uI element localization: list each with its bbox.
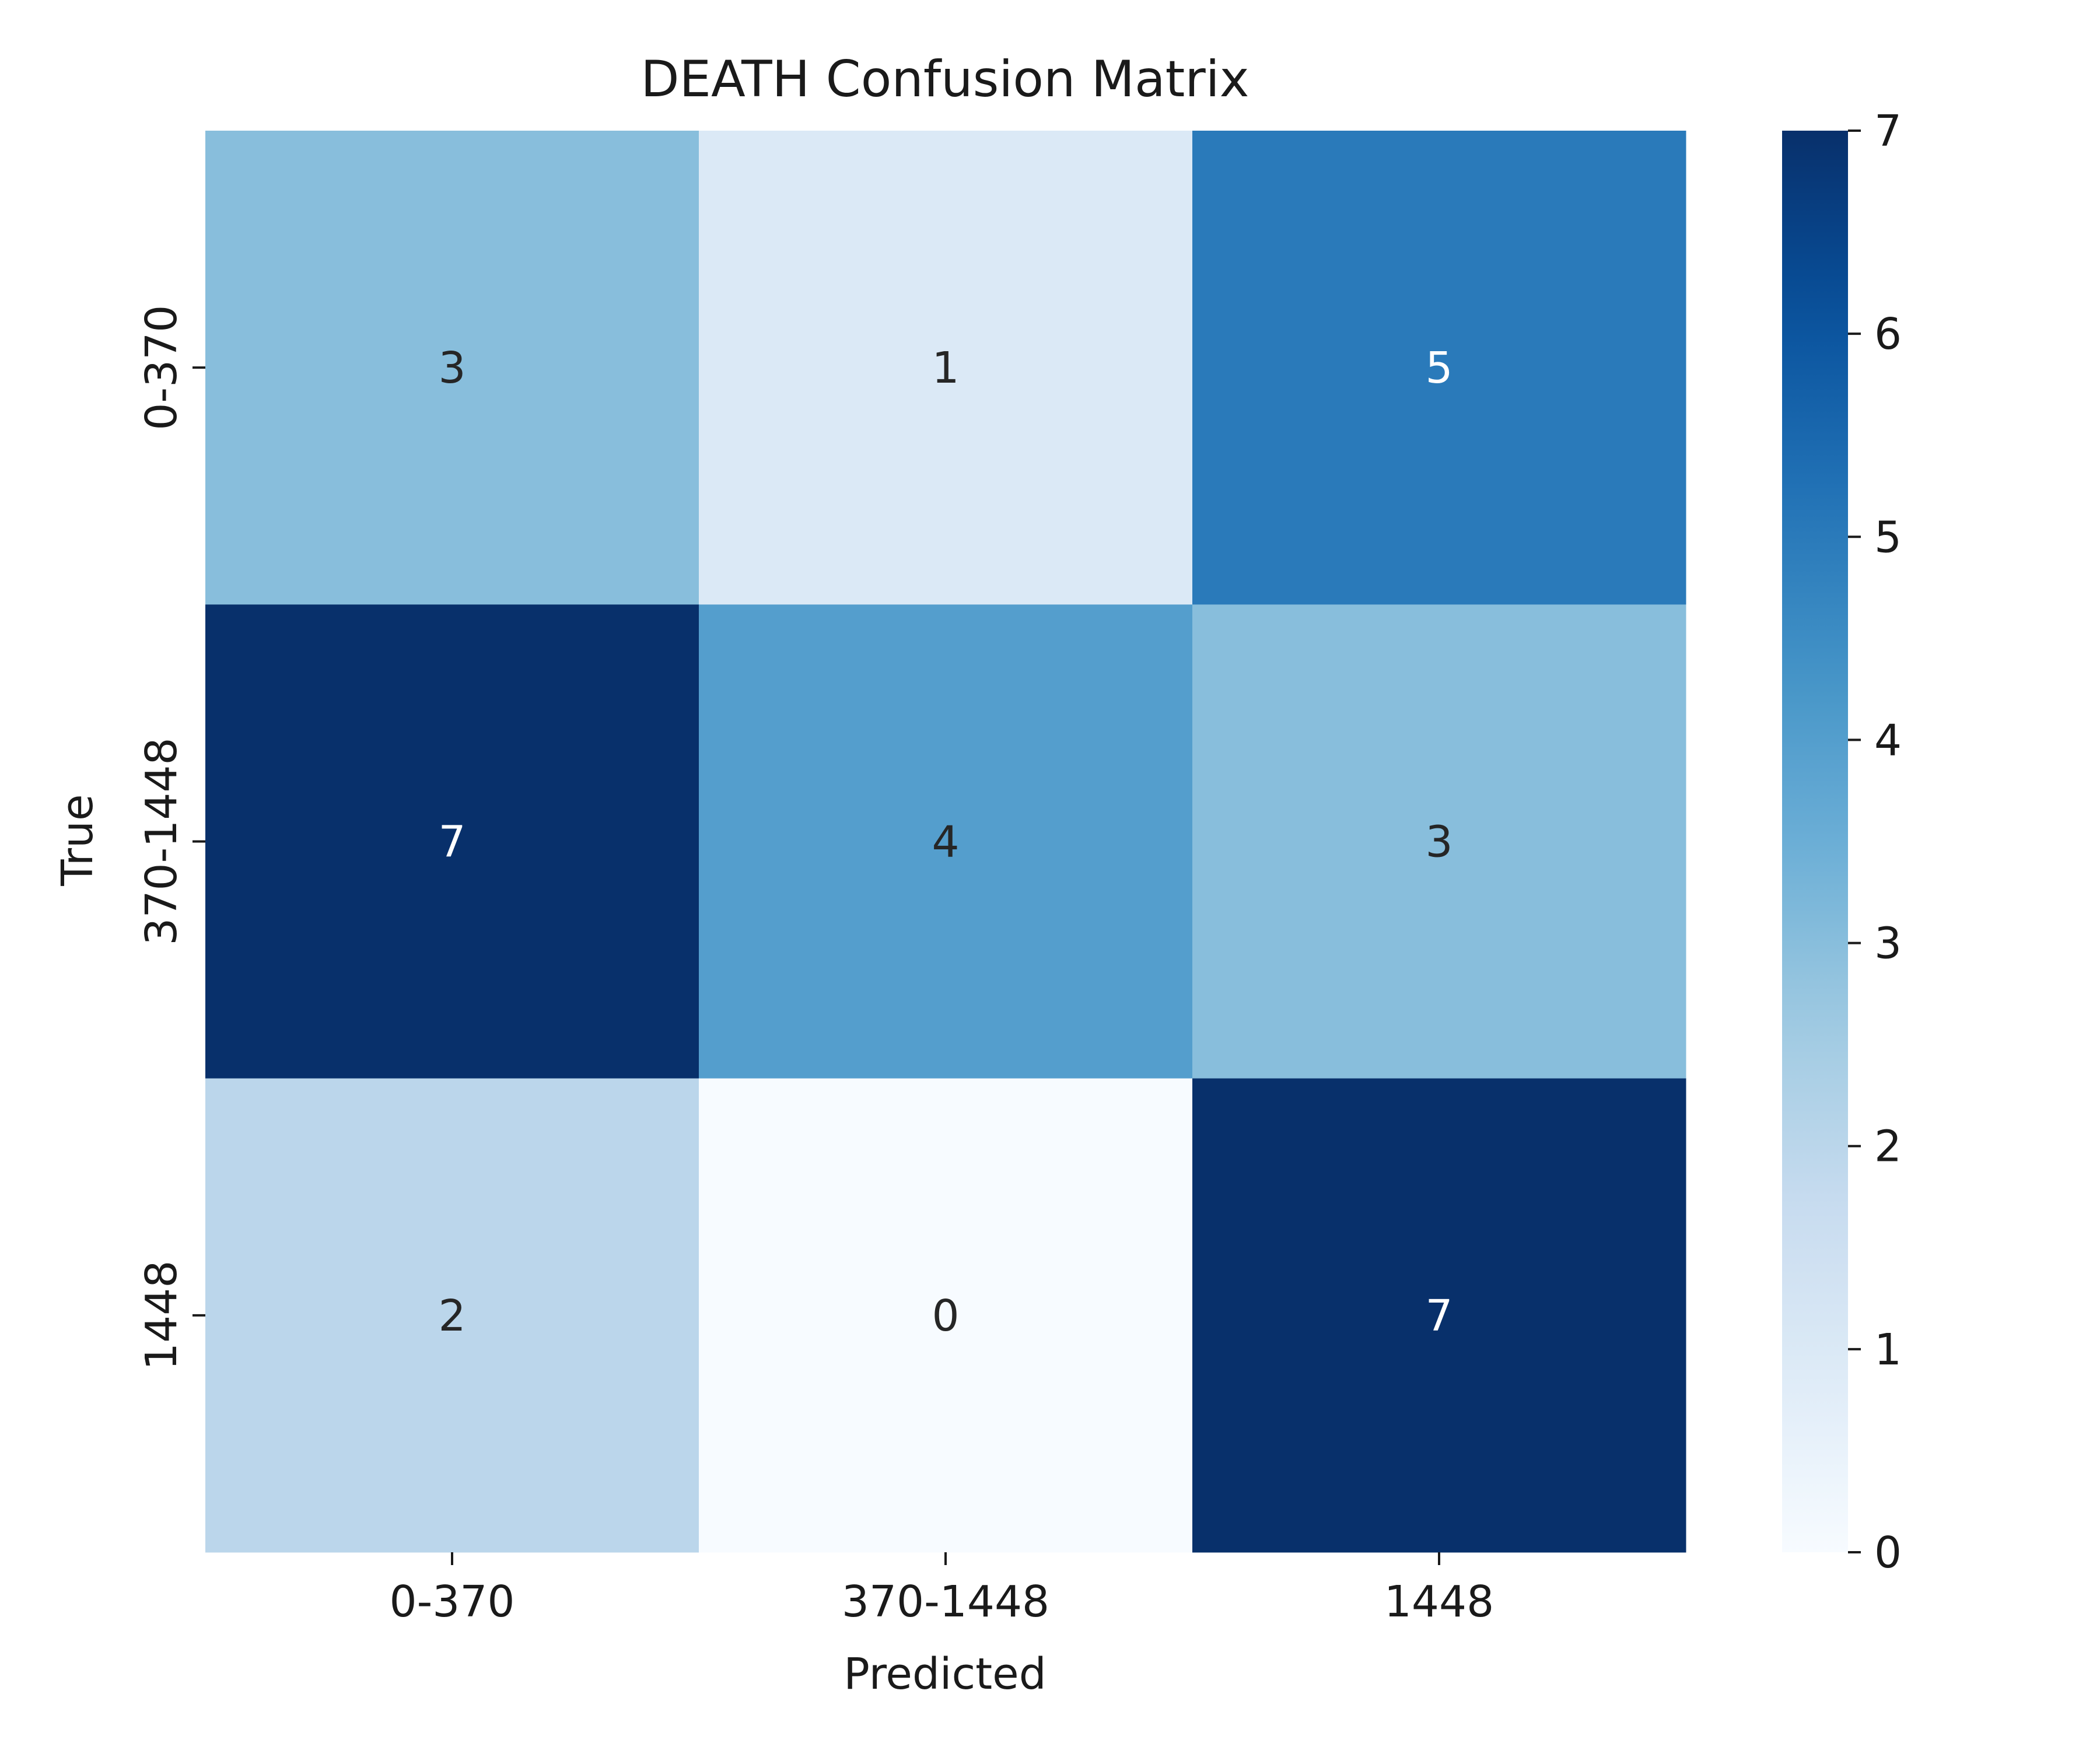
cell-value-label: 3 (1425, 817, 1452, 867)
colorbar-tick-label: 0 (1874, 1528, 1902, 1578)
cell-value-labels: 3 1 5 7 4 3 2 0 7 (438, 343, 1452, 1341)
colorbar-tick-label: 1 (1874, 1325, 1902, 1375)
cell-value-label: 5 (1425, 343, 1452, 393)
heatmap-cell (699, 604, 1193, 1079)
heatmap-cell (205, 131, 699, 605)
colorbar-tick-label: 2 (1874, 1122, 1902, 1172)
y-tick-label: 370-1448 (136, 737, 187, 945)
colorbar-tick-label: 5 (1874, 512, 1902, 562)
heatmap-cell (699, 1078, 1193, 1553)
cell-value-label: 2 (438, 1291, 466, 1341)
cell-value-label: 1 (932, 343, 959, 393)
cell-value-label: 7 (438, 817, 466, 867)
heatmap-cell (1192, 131, 1686, 605)
cell-value-label: 4 (932, 817, 959, 867)
x-axis-label: Predicted (844, 1649, 1046, 1699)
x-tick-label: 370-1448 (842, 1577, 1049, 1627)
colorbar-tick-label: 4 (1874, 715, 1902, 765)
chart-title: DEATH Confusion Matrix (640, 50, 1249, 108)
y-tick-label: 1448 (136, 1261, 187, 1370)
cell-value-label: 7 (1425, 1291, 1452, 1341)
colorbar-tick-label: 3 (1874, 919, 1902, 969)
cell-value-label: 0 (932, 1291, 959, 1341)
colorbar-gradient (1782, 131, 1848, 1552)
heatmap-cell (205, 1078, 699, 1553)
y-tick-label: 0-370 (136, 305, 187, 430)
heatmap-cell (205, 604, 699, 1079)
heatmap-cell (1192, 1078, 1686, 1553)
heatmap-cell (699, 131, 1193, 605)
y-axis-ticks: 0-370 370-1448 1448 (136, 305, 205, 1370)
colorbar-tick-label: 6 (1874, 309, 1902, 359)
colorbar: 0 1 2 3 4 5 6 7 (1782, 106, 1902, 1578)
cell-value-label: 3 (438, 343, 466, 393)
y-axis-label: True (52, 794, 103, 886)
x-tick-label: 0-370 (389, 1577, 514, 1627)
x-tick-label: 1448 (1384, 1577, 1494, 1627)
x-axis-ticks: 0-370 370-1448 1448 (389, 1552, 1494, 1627)
colorbar-tick-label: 7 (1874, 106, 1902, 156)
heatmap-cells (205, 131, 1686, 1553)
heatmap-cell (1192, 604, 1686, 1079)
